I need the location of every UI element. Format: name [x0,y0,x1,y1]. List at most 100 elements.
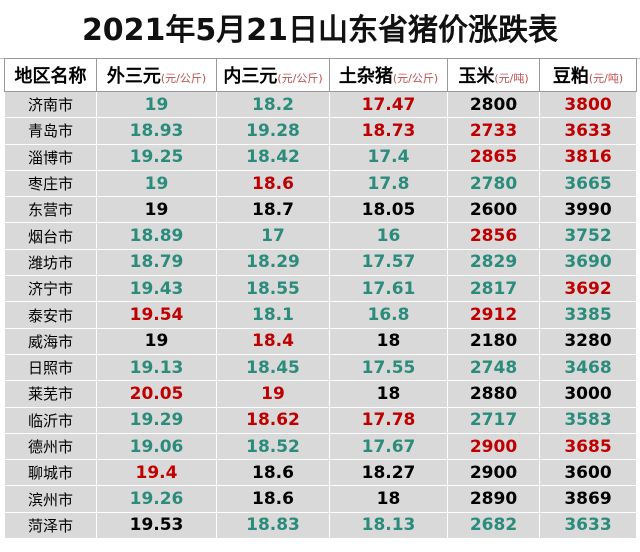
data-row: 聊城市 19.4 18.6 18.27 2900 3600 [4,459,637,487]
region-cell: 莱芜市 [4,380,97,408]
price-cell: 17.4 [329,143,448,171]
region-cell: 青岛市 [4,117,97,145]
price-cell: 3385 [539,301,637,329]
region-cell: 潍坊市 [4,248,97,277]
data-row: 滨州市 19.26 18.6 18 2890 3869 [4,485,637,513]
price-cell: 18.13 [329,511,448,540]
region-cell: 东营市 [4,196,97,224]
price-cell: 17.78 [329,406,448,434]
price-cell: 2600 [447,196,540,224]
header-cell: 豆粕(元/吨) [539,58,637,92]
header-unit: (元/吨) [494,72,529,85]
price-cell: 3800 [539,90,637,119]
price-cell: 2733 [447,117,540,145]
data-row: 枣庄市 19 18.6 17.8 2780 3665 [4,169,637,198]
region-cell: 济宁市 [4,275,97,303]
price-cell: 18.52 [216,432,330,461]
data-row: 威海市 19 18.4 18 2180 3280 [4,327,637,355]
price-cell: 18.73 [329,117,448,145]
price-cell: 18.6 [216,459,330,487]
price-cell: 18.05 [329,196,448,224]
data-row: 东营市 19 18.7 18.05 2600 3990 [4,196,637,224]
region-cell: 威海市 [4,327,97,355]
price-cell: 3690 [539,248,637,277]
price-cell: 18.29 [216,248,330,277]
price-cell: 18.4 [216,327,330,355]
header-row: 地区名称 外三元(元/公斤) 内三元(元/公斤) 土杂猪(元/公斤) 玉米(元/吨) 豆粕… [4,58,637,92]
price-cell: 3869 [539,485,637,513]
header-name: 豆粕 [552,66,589,87]
price-cell: 3633 [539,117,637,145]
price-cell: 2682 [447,511,540,540]
price-cell: 2717 [447,406,540,434]
price-cell: 18.79 [96,248,217,277]
price-cell: 18 [329,380,448,408]
price-cell: 19.53 [96,511,217,540]
price-cell: 2829 [447,248,540,277]
price-cell: 2856 [447,222,540,250]
price-cell: 18.6 [216,169,330,198]
price-cell: 19.29 [96,406,217,434]
price-cell: 3816 [539,143,637,171]
header-unit: (元/公斤) [277,72,323,85]
price-cell: 18 [329,485,448,513]
price-cell: 17.55 [329,353,448,382]
price-cell: 18.83 [216,511,330,540]
price-cell: 18.89 [96,222,217,250]
price-cell: 2800 [447,90,540,119]
data-row: 莱芜市 20.05 19 18 2880 3000 [4,380,637,408]
header-cell: 内三元(元/公斤) [216,58,330,92]
price-cell: 3583 [539,406,637,434]
price-cell: 19 [96,169,217,198]
data-row: 潍坊市 18.79 18.29 17.57 2829 3690 [4,248,637,277]
price-cell: 3280 [539,327,637,355]
region-cell: 烟台市 [4,222,97,250]
price-cell: 19 [96,196,217,224]
price-cell: 18.2 [216,90,330,119]
price-cell: 18.55 [216,275,330,303]
price-table: 地区名称 外三元(元/公斤) 内三元(元/公斤) 土杂猪(元/公斤) 玉米(元/吨) 豆粕… [4,58,637,540]
price-cell: 2865 [447,143,540,171]
data-row: 日照市 19.13 18.45 17.55 2748 3468 [4,353,637,382]
region-cell: 济南市 [4,90,97,119]
price-cell: 18 [329,327,448,355]
header-cell: 土杂猪(元/公斤) [329,58,448,92]
price-cell: 2890 [447,485,540,513]
price-cell: 2880 [447,380,540,408]
region-cell: 淄博市 [4,143,97,171]
region-cell: 滨州市 [4,485,97,513]
price-cell: 17.67 [329,432,448,461]
data-row: 泰安市 19.54 18.1 16.8 2912 3385 [4,301,637,329]
data-row: 济宁市 19.43 18.55 17.61 2817 3692 [4,275,637,303]
header-name: 地区名称 [14,66,87,87]
price-cell: 18.42 [216,143,330,171]
price-cell: 16.8 [329,301,448,329]
region-cell: 德州市 [4,432,97,461]
price-cell: 17.8 [329,169,448,198]
price-cell: 3990 [539,196,637,224]
region-cell: 泰安市 [4,301,97,329]
price-cell: 19.26 [96,485,217,513]
price-cell: 3685 [539,432,637,461]
price-cell: 19.13 [96,353,217,382]
price-cell: 19.06 [96,432,217,461]
price-cell: 3000 [539,380,637,408]
price-cell: 19 [216,380,330,408]
data-row: 淄博市 19.25 18.42 17.4 2865 3816 [4,143,637,171]
price-cell: 2817 [447,275,540,303]
price-cell: 3665 [539,169,637,198]
price-cell: 2912 [447,301,540,329]
header-unit: (元/公斤) [392,72,439,85]
data-row: 德州市 19.06 18.52 17.67 2900 3685 [4,432,637,461]
price-cell: 19.43 [96,275,217,303]
price-cell: 18.62 [216,406,330,434]
price-cell: 3468 [539,353,637,382]
price-cell: 19.4 [96,459,217,487]
data-row: 烟台市 18.89 17 16 2856 3752 [4,222,637,250]
region-cell: 临沂市 [4,406,97,434]
data-row: 菏泽市 19.53 18.83 18.13 2682 3633 [4,511,637,540]
price-cell: 19.28 [216,117,330,145]
price-cell: 2748 [447,353,540,382]
region-cell: 菏泽市 [4,511,97,540]
